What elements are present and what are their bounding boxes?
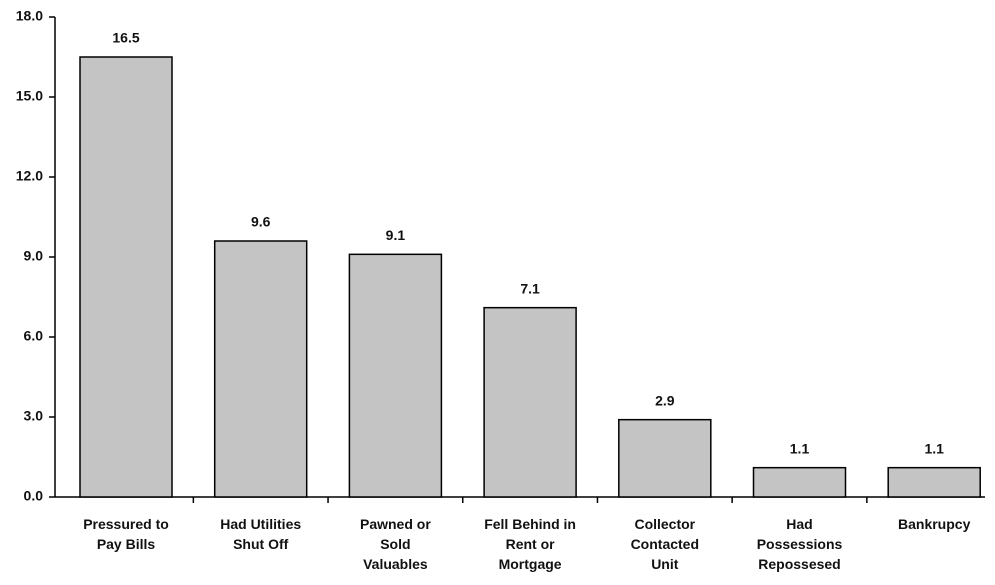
x-tick-label: Had Utilities Shut Off bbox=[220, 516, 302, 552]
bar bbox=[79, 56, 173, 498]
bar bbox=[618, 418, 712, 498]
y-tick-label: 6.0 bbox=[24, 328, 44, 344]
x-tick-label: Pawned or Sold Valuables bbox=[359, 516, 431, 572]
data-label: 2.9 bbox=[655, 392, 675, 408]
y-tick-label: 9.0 bbox=[24, 248, 44, 264]
x-tick-label: Had Possessions Repossesed bbox=[756, 516, 843, 572]
bar bbox=[213, 240, 308, 498]
x-tick-label: Pressured to Pay Bills bbox=[83, 516, 169, 552]
bar bbox=[348, 253, 443, 498]
y-tick-label: 0.0 bbox=[24, 488, 44, 504]
bar bbox=[752, 466, 847, 498]
y-tick-label: 12.0 bbox=[16, 168, 43, 184]
data-label: 16.5 bbox=[112, 30, 139, 46]
data-label: 9.1 bbox=[386, 227, 406, 243]
x-tick-label: Collector Contacted Unit bbox=[630, 516, 700, 572]
x-tick-label: Bankrupcy bbox=[898, 516, 971, 532]
data-label: 1.1 bbox=[790, 440, 810, 456]
y-tick-label: 18.0 bbox=[16, 8, 43, 24]
data-label: 9.6 bbox=[251, 214, 271, 230]
bar bbox=[483, 306, 577, 498]
y-tick-label: 3.0 bbox=[24, 408, 44, 424]
data-label: 1.1 bbox=[924, 440, 944, 456]
data-label: 7.1 bbox=[520, 280, 540, 296]
y-tick-label: 15.0 bbox=[16, 88, 43, 104]
x-tick-label: Fell Behind in Rent or Mortgage bbox=[484, 516, 576, 572]
bar bbox=[887, 466, 981, 498]
